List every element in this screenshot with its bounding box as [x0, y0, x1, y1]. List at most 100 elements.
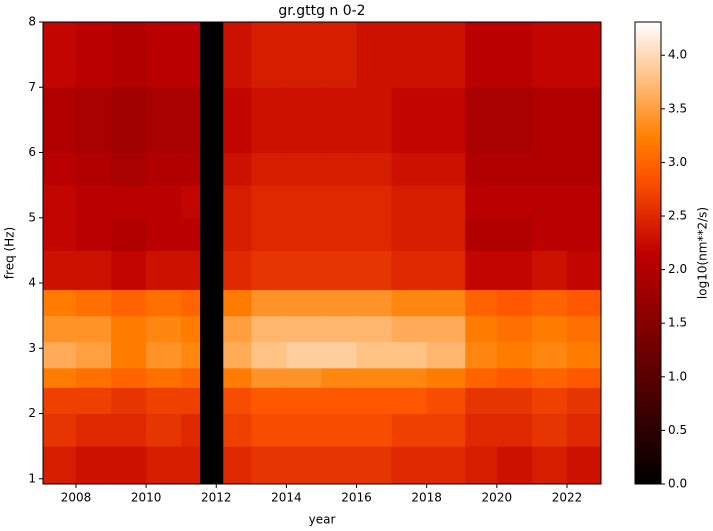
heat-cell: [146, 152, 182, 186]
heat-cell: [465, 152, 498, 186]
heat-cell: [356, 413, 393, 447]
heat-cell: [566, 341, 602, 369]
heat-cell: [496, 341, 533, 369]
heat-cell: [75, 87, 112, 154]
heat-cell: [356, 152, 393, 186]
heat-cell: [465, 315, 498, 343]
heat-cell: [223, 387, 252, 415]
heat-cell: [75, 217, 112, 251]
colorbar-tick-label: 4.0: [668, 48, 687, 62]
y-tick-label: 1: [28, 471, 36, 485]
heat-cell: [43, 87, 77, 154]
heat-cell: [223, 289, 252, 317]
heat-cell: [391, 22, 428, 88]
heat-cell: [356, 341, 393, 369]
colorbar-tick-label: 0.5: [668, 423, 687, 437]
heat-cell: [321, 341, 358, 369]
heat-cell: [391, 217, 428, 251]
x-tick-label: 2008: [61, 491, 92, 505]
heat-cell: [286, 446, 322, 485]
heat-cell: [43, 22, 77, 88]
heat-cell: [181, 341, 201, 369]
y-tick-label: 5: [28, 210, 36, 224]
y-tick-label: 2: [28, 406, 36, 420]
heat-cell: [465, 217, 498, 251]
heat-cell: [75, 22, 112, 88]
heat-cell: [426, 185, 466, 219]
heat-cell: [200, 87, 224, 154]
heat-cell: [75, 387, 112, 415]
heat-cell: [111, 341, 147, 369]
heat-cell: [223, 341, 252, 369]
heat-cell: [391, 250, 428, 291]
heat-cell: [146, 185, 182, 219]
heat-cell: [43, 217, 77, 251]
heat-cell: [111, 446, 147, 485]
heat-cell: [496, 446, 533, 485]
heat-cell: [286, 87, 322, 154]
heat-cell: [251, 413, 287, 447]
x-tick-label: 2014: [271, 491, 302, 505]
heat-cell: [181, 22, 201, 88]
heat-cell: [181, 152, 201, 186]
heat-cell: [251, 22, 287, 88]
heat-cell: [43, 315, 77, 343]
heat-cell: [391, 413, 428, 447]
colorbar-tick-label: 2.0: [668, 262, 687, 276]
heat-cell: [181, 289, 201, 317]
heat-cell: [43, 341, 77, 369]
heat-cell: [223, 217, 252, 251]
heat-cell: [356, 289, 393, 317]
heat-cell: [251, 289, 287, 317]
heat-cell: [531, 446, 568, 485]
heat-cell: [391, 387, 428, 415]
heat-cell: [251, 152, 287, 186]
heat-cell: [531, 250, 568, 291]
heat-cell: [181, 446, 201, 485]
heat-cell: [251, 185, 287, 219]
heat-cell: [566, 289, 602, 317]
heat-cell: [356, 87, 393, 154]
heat-cell: [181, 87, 201, 154]
heat-cell: [223, 250, 252, 291]
heat-cell: [321, 446, 358, 485]
heat-cell: [251, 367, 287, 388]
heat-cell: [356, 217, 393, 251]
heat-cell: [181, 250, 201, 291]
heat-cell: [426, 250, 466, 291]
heat-cell: [391, 152, 428, 186]
heat-cell: [356, 250, 393, 291]
heat-cell: [181, 387, 201, 415]
heat-cell: [356, 22, 393, 88]
heat-cell: [531, 152, 568, 186]
heat-cell: [286, 413, 322, 447]
heat-cell: [426, 289, 466, 317]
heat-cell: [321, 289, 358, 317]
heat-cell: [531, 185, 568, 219]
heat-cell: [200, 217, 224, 251]
heat-cell: [251, 217, 287, 251]
heat-cell: [75, 250, 112, 291]
heat-cell: [465, 185, 498, 219]
heat-cell: [75, 341, 112, 369]
x-tick-label: 2012: [201, 491, 232, 505]
heat-cell: [531, 387, 568, 415]
heat-cell: [426, 341, 466, 369]
colorbar-tick-label: 2.5: [668, 209, 687, 223]
heat-cell: [531, 22, 568, 88]
colorbar-tick-label: 3.0: [668, 155, 687, 169]
x-tick-label: 2020: [482, 491, 513, 505]
heat-cell: [356, 185, 393, 219]
heat-cell: [181, 185, 201, 219]
colorbar-tick-label: 0.0: [668, 477, 687, 491]
heat-cell: [426, 413, 466, 447]
heat-cell: [426, 87, 466, 154]
y-tick-label: 3: [28, 341, 36, 355]
heat-cell: [465, 413, 498, 447]
y-tick-label: 6: [28, 145, 36, 159]
heat-cell: [181, 367, 201, 388]
heat-cell: [566, 152, 602, 186]
heat-cell: [146, 387, 182, 415]
heat-cell: [391, 87, 428, 154]
heat-cell: [566, 387, 602, 415]
